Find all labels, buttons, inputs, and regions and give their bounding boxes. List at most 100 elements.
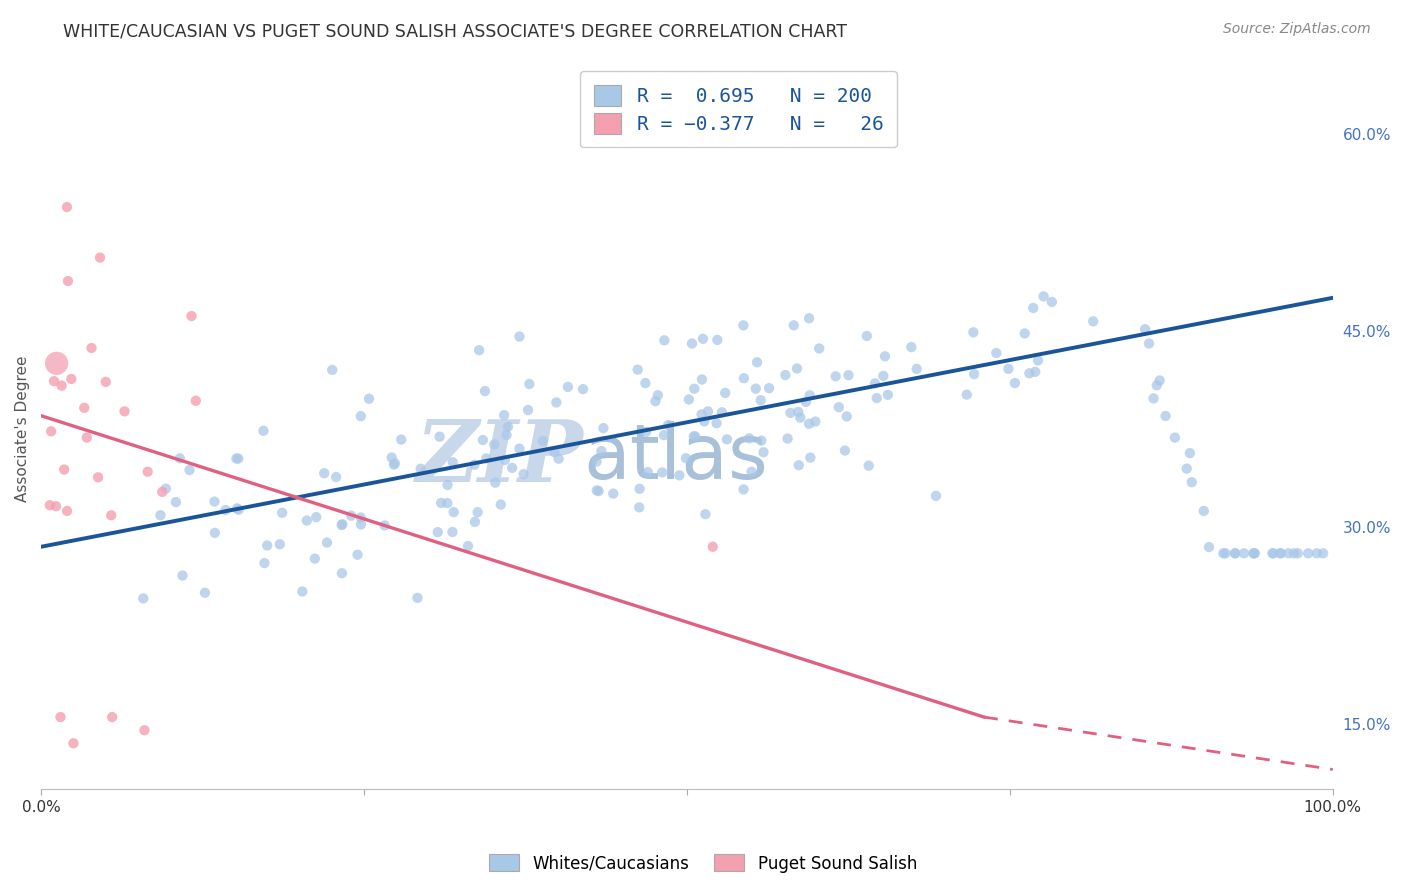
Point <box>1024 365 1046 379</box>
Point <box>634 376 657 390</box>
Point <box>863 376 886 391</box>
Point <box>900 340 922 354</box>
Point <box>184 393 207 408</box>
Point <box>226 501 249 516</box>
Point <box>436 478 458 492</box>
Point <box>430 496 453 510</box>
Point <box>647 388 669 402</box>
Point <box>741 465 763 479</box>
Point <box>799 388 821 402</box>
Point <box>628 500 651 515</box>
Point <box>80 341 103 355</box>
Point <box>828 401 851 415</box>
Point <box>956 387 979 401</box>
Point <box>1277 546 1299 560</box>
Point <box>692 332 714 346</box>
Legend: R =  0.695   N = 200, R = −0.377   N =   26: R = 0.695 N = 200, R = −0.377 N = 26 <box>581 71 897 147</box>
Point <box>180 309 202 323</box>
Point <box>350 409 373 424</box>
Point <box>256 539 278 553</box>
Point <box>797 311 820 326</box>
Point <box>749 393 772 408</box>
Point <box>134 723 156 738</box>
Point <box>654 334 676 348</box>
Point <box>588 484 610 499</box>
Point <box>644 394 666 409</box>
Point <box>426 525 449 540</box>
Point <box>252 424 274 438</box>
Point <box>1212 546 1234 560</box>
Point <box>1263 546 1285 560</box>
Point <box>775 368 797 382</box>
Point <box>690 372 713 386</box>
Y-axis label: Associate's Degree: Associate's Degree <box>15 356 30 502</box>
Point <box>194 586 217 600</box>
Point <box>291 584 314 599</box>
Point <box>1223 546 1246 560</box>
Point <box>546 395 568 409</box>
Point <box>494 453 516 467</box>
Point <box>42 374 65 388</box>
Point <box>508 442 530 456</box>
Point <box>1312 546 1334 560</box>
Point <box>1175 461 1198 475</box>
Point <box>693 414 716 428</box>
Point <box>49 710 72 724</box>
Point <box>457 539 479 553</box>
Point <box>872 368 894 383</box>
Point <box>1004 376 1026 390</box>
Point <box>787 405 810 419</box>
Point <box>752 445 775 459</box>
Point <box>749 434 772 448</box>
Point <box>543 445 565 459</box>
Point <box>1215 546 1237 560</box>
Point <box>271 506 294 520</box>
Point <box>62 736 84 750</box>
Point <box>114 404 136 418</box>
Point <box>39 425 62 439</box>
Point <box>986 346 1008 360</box>
Point <box>389 433 412 447</box>
Point <box>804 415 827 429</box>
Point <box>441 455 464 469</box>
Point <box>591 444 613 458</box>
Point <box>711 405 734 419</box>
Point <box>1149 374 1171 388</box>
Point <box>531 434 554 448</box>
Point <box>1286 546 1309 560</box>
Point <box>73 401 96 415</box>
Point <box>406 591 429 605</box>
Point <box>683 429 706 443</box>
Point <box>783 318 806 333</box>
Point <box>1178 446 1201 460</box>
Point <box>350 510 373 524</box>
Point <box>508 329 530 343</box>
Point <box>1164 431 1187 445</box>
Point <box>572 382 595 396</box>
Point <box>325 470 347 484</box>
Point <box>101 710 124 724</box>
Point <box>56 504 79 518</box>
Point <box>628 482 651 496</box>
Point <box>1192 504 1215 518</box>
Point <box>381 450 404 465</box>
Point <box>150 484 173 499</box>
Point <box>512 467 534 482</box>
Point <box>38 498 60 512</box>
Point <box>675 451 697 466</box>
Point <box>330 566 353 581</box>
Point <box>1146 378 1168 392</box>
Point <box>585 483 607 498</box>
Point <box>225 451 247 466</box>
Point <box>776 432 799 446</box>
Point <box>733 318 755 333</box>
Point <box>602 486 624 500</box>
Point <box>866 391 889 405</box>
Point <box>1026 353 1049 368</box>
Point <box>634 425 657 439</box>
Point <box>1243 546 1265 560</box>
Point <box>76 431 98 445</box>
Text: WHITE/CAUCASIAN VS PUGET SOUND SALISH ASSOCIATE'S DEGREE CORRELATION CHART: WHITE/CAUCASIAN VS PUGET SOUND SALISH AS… <box>63 22 848 40</box>
Point <box>557 380 579 394</box>
Point <box>340 508 363 523</box>
